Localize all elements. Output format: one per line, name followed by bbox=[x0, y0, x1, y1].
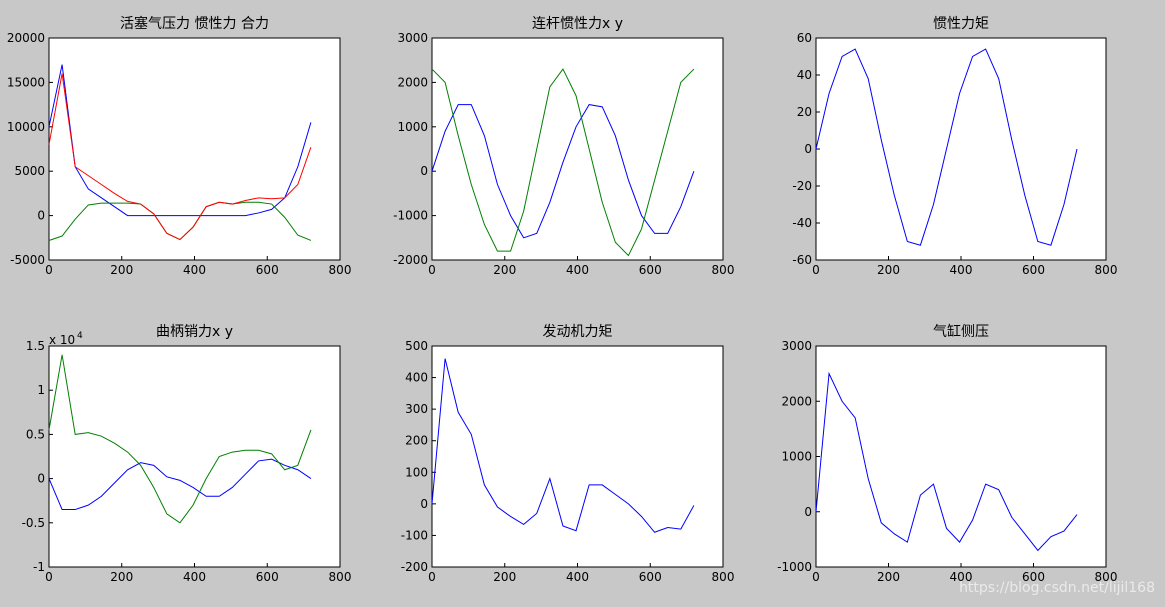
y-tick-label: 500 bbox=[405, 339, 428, 353]
x-tick-label: 600 bbox=[1022, 570, 1045, 584]
y-tick-label: 0 bbox=[804, 505, 812, 519]
series-line bbox=[48, 64, 312, 217]
y-tick-label: -1000 bbox=[393, 209, 428, 223]
chart-title: 活塞气压力 惯性力 合力 bbox=[120, 15, 269, 32]
y-tick-label: 20000 bbox=[7, 31, 45, 45]
series-line bbox=[48, 354, 312, 524]
x-tick-label: 600 bbox=[256, 570, 279, 584]
y-tick-label: -5000 bbox=[10, 253, 45, 267]
x-tick-label: 200 bbox=[110, 263, 133, 277]
chart-title: 气缸侧压 bbox=[933, 323, 989, 340]
y-tick-label: 100 bbox=[405, 465, 428, 479]
x-tick-label: 800 bbox=[712, 263, 735, 277]
series-line bbox=[48, 73, 312, 241]
axes-background bbox=[431, 345, 724, 568]
chart-title: 连杆惯性力x y bbox=[532, 15, 623, 32]
axes-background bbox=[815, 37, 1107, 261]
x-tick-label: 200 bbox=[493, 263, 516, 277]
x-tick-label: 0 bbox=[812, 263, 820, 277]
y-tick-label: 10000 bbox=[7, 120, 45, 134]
series-line bbox=[431, 104, 695, 239]
chart-title: 发动机力矩 bbox=[543, 324, 613, 340]
x-tick-label: 0 bbox=[45, 570, 53, 584]
y-tick-label: 0 bbox=[804, 142, 812, 156]
x-tick-label: 400 bbox=[566, 263, 589, 277]
y-tick-label: 0.5 bbox=[26, 427, 45, 441]
y-tick-label: 1000 bbox=[781, 450, 812, 464]
y-tick-label: -60 bbox=[792, 253, 812, 267]
y-tick-label: -0.5 bbox=[22, 516, 45, 530]
x-tick-label: 0 bbox=[428, 263, 436, 277]
y-tick-label: 1000 bbox=[397, 120, 428, 134]
y-tick-label: 3000 bbox=[397, 31, 428, 45]
x-tick-label: 200 bbox=[110, 570, 133, 584]
x-tick-label: 0 bbox=[812, 570, 820, 584]
y-tick-label: -100 bbox=[401, 528, 428, 542]
y-tick-label: 0 bbox=[37, 472, 45, 486]
y-tick-label: 0 bbox=[420, 497, 428, 511]
y-tick-label: 400 bbox=[405, 371, 428, 385]
x-tick-label: 600 bbox=[1022, 263, 1045, 277]
series-line bbox=[815, 371, 1078, 552]
y-tick-label: -2000 bbox=[393, 253, 428, 267]
series-line bbox=[431, 358, 695, 533]
x-tick-label: 400 bbox=[566, 570, 589, 584]
axes-background bbox=[48, 345, 341, 568]
y-tick-label: 1 bbox=[37, 383, 45, 397]
y-tick-label: 0 bbox=[420, 164, 428, 178]
y-tick-label: -200 bbox=[401, 560, 428, 574]
y-tick-label: 0 bbox=[37, 209, 45, 223]
y-tick-label: 2000 bbox=[397, 75, 428, 89]
x-tick-label: 400 bbox=[183, 570, 206, 584]
x-tick-label: 800 bbox=[712, 570, 735, 584]
y-tick-label: -40 bbox=[792, 216, 812, 230]
y-tick-label: 2000 bbox=[781, 394, 812, 408]
x-tick-label: 800 bbox=[1095, 263, 1118, 277]
y-tick-label: 200 bbox=[405, 434, 428, 448]
x-tick-label: 800 bbox=[1095, 570, 1118, 584]
x-tick-label: 800 bbox=[329, 263, 352, 277]
y-tick-label: 1.5 bbox=[26, 339, 45, 353]
y-tick-label: -20 bbox=[792, 179, 812, 193]
x-tick-label: 200 bbox=[493, 570, 516, 584]
watermark: https://blog.csdn.net/lijil168 bbox=[959, 580, 1155, 596]
series-line bbox=[431, 68, 695, 257]
x-tick-label: 0 bbox=[45, 263, 53, 277]
series-line bbox=[815, 48, 1078, 246]
x-tick-label: 600 bbox=[639, 570, 662, 584]
axes-background bbox=[48, 37, 341, 261]
y-tick-label: -1 bbox=[33, 560, 45, 574]
x-tick-label: 0 bbox=[428, 570, 436, 584]
x-tick-label: 400 bbox=[183, 263, 206, 277]
x-tick-label: 200 bbox=[877, 570, 900, 584]
y-tick-label: 20 bbox=[797, 105, 812, 119]
y-tick-label: 5000 bbox=[14, 164, 45, 178]
x-tick-label: 400 bbox=[950, 263, 973, 277]
y-tick-label: 40 bbox=[797, 68, 812, 82]
y-tick-label: -1000 bbox=[777, 560, 812, 574]
y-tick-label: 15000 bbox=[7, 75, 45, 89]
chart-title: 曲柄销力x y bbox=[156, 324, 233, 340]
x-tick-label: 400 bbox=[950, 570, 973, 584]
x-tick-label: 200 bbox=[877, 263, 900, 277]
y-tick-label: 300 bbox=[405, 402, 428, 416]
axes-background bbox=[815, 345, 1107, 568]
x-tick-label: 600 bbox=[639, 263, 662, 277]
axis-multiplier: x 10 bbox=[49, 333, 75, 347]
y-tick-label: 60 bbox=[797, 31, 812, 45]
axes-background bbox=[431, 37, 724, 261]
axis-exponent: 4 bbox=[77, 331, 83, 341]
x-tick-label: 600 bbox=[256, 263, 279, 277]
chart-title: 惯性力矩 bbox=[933, 15, 989, 32]
series-line bbox=[48, 458, 312, 511]
x-tick-label: 800 bbox=[329, 570, 352, 584]
y-tick-label: 3000 bbox=[781, 339, 812, 353]
